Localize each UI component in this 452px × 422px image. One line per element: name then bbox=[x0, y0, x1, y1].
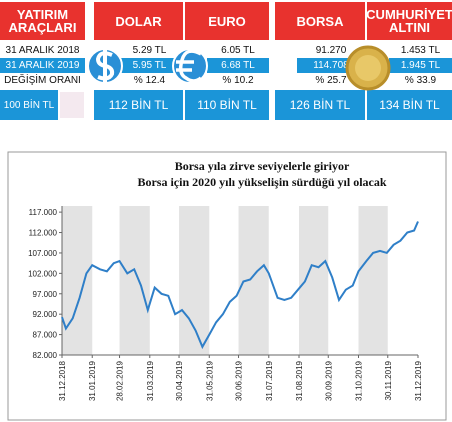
y-tick-label: 117.000 bbox=[29, 208, 58, 217]
table-cell: 31 ARALIK 2019 bbox=[0, 58, 85, 73]
table-cell: 6.05 TL bbox=[221, 45, 255, 56]
x-tick-label: 30.11.2019 bbox=[384, 360, 393, 400]
footer-cell: 100 BİN TL bbox=[0, 90, 58, 120]
table-cell: % 33.9 bbox=[404, 75, 437, 86]
table-cell: % 10.2 bbox=[222, 75, 254, 86]
footer-cell: 134 BİN TL bbox=[367, 90, 452, 120]
month-band bbox=[119, 206, 150, 355]
x-tick-label: 28.02.2019 bbox=[116, 360, 125, 401]
month-band bbox=[358, 206, 388, 355]
y-tick-label: 97.000 bbox=[33, 290, 58, 299]
x-tick-label: 31.08.2019 bbox=[295, 360, 304, 401]
x-tick-label: 31.01.2019 bbox=[88, 360, 97, 401]
table-cell: 31 ARALIK 2018 bbox=[5, 45, 80, 56]
x-tick-label: 31.12.2018 bbox=[58, 360, 67, 401]
table-cell: 6.68 TL bbox=[207, 58, 269, 73]
table-cell: 5.29 TL bbox=[132, 45, 167, 56]
table-cell: 5.95 TL bbox=[116, 58, 183, 73]
x-tick-label: 31.05.2019 bbox=[205, 360, 214, 401]
x-tick-label: 31.10.2019 bbox=[355, 360, 364, 401]
y-tick-label: 112.000 bbox=[29, 229, 58, 238]
y-tick-label: 102.000 bbox=[28, 269, 57, 278]
header-cell: DOLAR bbox=[94, 2, 183, 40]
header-cell: CUMHURİYET ALTINI bbox=[366, 2, 452, 40]
month-band bbox=[238, 206, 269, 355]
x-tick-label: 30.09.2019 bbox=[324, 360, 333, 401]
table-cell: % 25.7 bbox=[315, 75, 347, 86]
footer-cell: 110 BİN TL bbox=[185, 90, 269, 120]
table-cell: % 12.4 bbox=[133, 75, 166, 86]
header-cell: YATIRIM ARAÇLARI bbox=[0, 2, 85, 40]
x-tick-label: 31.07.2019 bbox=[265, 360, 274, 401]
header-cell: EURO bbox=[185, 2, 269, 40]
table-cell: 91.270 bbox=[315, 45, 347, 56]
table-cell: 1.453 TL bbox=[400, 45, 441, 56]
y-tick-label: 82.000 bbox=[33, 351, 58, 360]
line bbox=[61, 221, 419, 350]
footer-cell: 126 BİN TL bbox=[275, 90, 365, 120]
month-band bbox=[179, 206, 210, 355]
month-band bbox=[299, 206, 329, 355]
table-cell: 1.945 TL bbox=[389, 58, 452, 73]
x-tick-label: 30.06.2019 bbox=[235, 360, 244, 401]
chart-title: Borsa yıla zirve seviyelerle giriyor bbox=[175, 159, 350, 173]
x-tick-label: 31.03.2019 bbox=[146, 360, 155, 401]
y-tick-label: 87.000 bbox=[33, 331, 58, 340]
x-tick-label: 30.04.2019 bbox=[175, 360, 184, 401]
header-cell: BORSA bbox=[275, 2, 365, 40]
table-cell: DEĞİŞİM ORANI bbox=[4, 75, 81, 86]
footer-cell: 112 BİN TL bbox=[94, 90, 183, 120]
y-tick-label: 92.000 bbox=[33, 310, 58, 319]
month-band bbox=[62, 206, 93, 355]
chart-frame bbox=[7, 151, 447, 421]
x-tick-label: 31.12.2019 bbox=[414, 360, 423, 401]
y-tick-label: 107.000 bbox=[28, 249, 57, 258]
chart-subtitle: Borsa için 2020 yılı yükselişin sürdüğü … bbox=[137, 175, 386, 189]
